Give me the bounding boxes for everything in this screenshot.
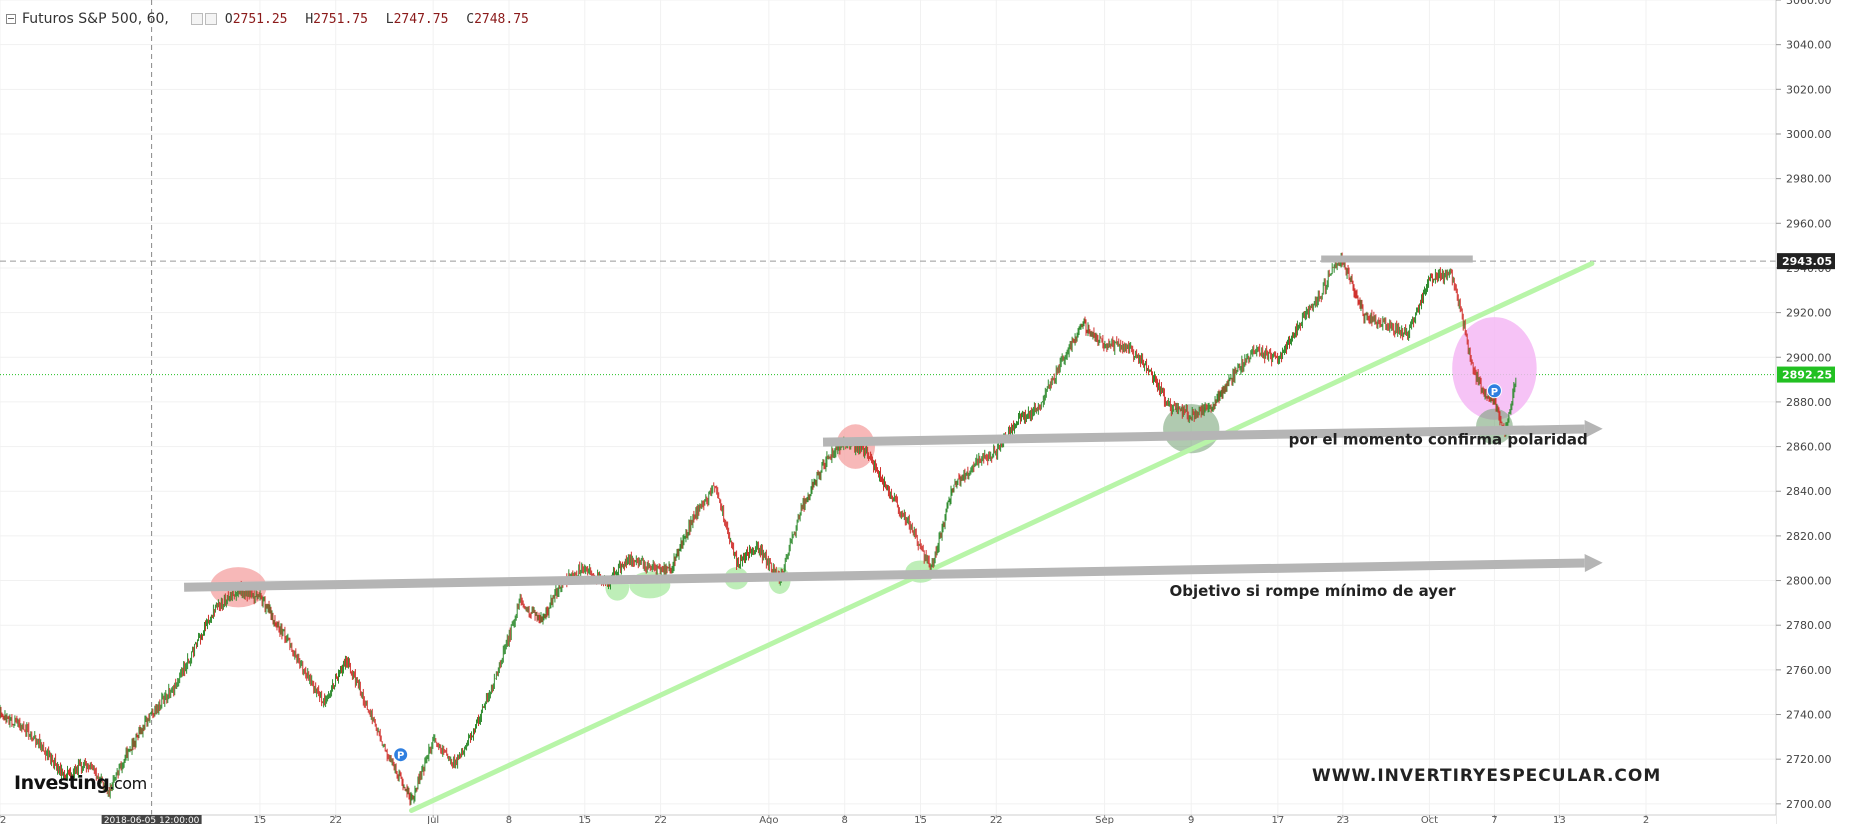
y-tick-label: 3060.00 [1786,0,1832,7]
website-watermark: WWW.INVERTIRYESPECULAR.COM [1312,766,1662,786]
chart-legend: Futuros S&P 500, 60, O2751.25 H2751.75 L… [6,8,539,30]
close-label: C [466,11,475,27]
investing-logo: Investing.com [14,772,147,794]
settings-icon[interactable] [204,13,217,25]
low-label: L [385,11,394,27]
y-tick-label: 2860.00 [1786,441,1832,454]
y-tick-label: 2900.00 [1786,351,1832,364]
high-level-label-box [1777,253,1835,270]
crosshair-time-label: 2018-06-05 12:00:00 [104,816,200,824]
open-value: 2751.25 [232,11,288,27]
symbol-title: Futuros S&P 500, 60, [22,11,169,27]
open-label: O [224,11,233,27]
polarity-note: por el momento confirma polaridad [1289,430,1588,448]
x-tick-label: 13 [1553,815,1566,824]
x-axis-background [0,815,1776,824]
p-marker-label: P [1491,387,1498,398]
p-marker-june: P [393,747,409,763]
p-marker-circle [1486,383,1502,399]
x-tick-label: 15 [578,815,591,824]
y-tick-label: 2960.00 [1786,217,1832,230]
crosshair-time-box [101,815,202,824]
candles [0,252,1517,806]
resistance-arrow-upper-shaft [822,424,1585,447]
visibility-toggle-icon[interactable] [190,13,203,25]
low-value: 2747.75 [393,11,449,27]
x-tick-label: 8 [841,815,847,824]
y-tick-label: 2740.00 [1786,709,1832,722]
y-tick-label: 2700.00 [1786,798,1832,811]
y-tick-label: 2980.00 [1786,173,1832,186]
support-arrow-lower-shaft [184,558,1585,592]
pink-circle [1452,317,1537,420]
y-tick-label: 3040.00 [1786,39,1832,52]
p-marker-circle [393,747,409,763]
ohlc-readout: O2751.25 H2751.75 L2747.75 C2748.75 [225,12,539,27]
x-tick-label: Oct [1421,815,1438,824]
x-tick-label: Ago [759,815,778,824]
y-tick-label: 2720.00 [1786,753,1832,766]
y-tick-label: 2780.00 [1786,619,1832,632]
x-tick-label: 22 [654,815,667,824]
current-price-label-box [1777,366,1835,383]
x-tick-label: 15 [914,815,927,824]
y-tick-label: 2760.00 [1786,664,1832,677]
p-marker-label: P [397,751,404,762]
x-tick-label: 22 [990,815,1003,824]
x-tick-label: 15 [254,815,267,824]
y-tick-label: 3020.00 [1786,83,1832,96]
y-tick-label: 2880.00 [1786,396,1832,409]
x-tick-label: 22 [0,815,6,824]
resistance-arrow-upper-head [1584,420,1603,438]
x-tick-label: 23 [1336,815,1349,824]
high-level-label: 2943.05 [1782,255,1832,268]
x-tick-label: Sep [1095,815,1114,824]
x-tick-label: Jul [426,815,439,824]
x-axis: 22 15 22 Jul 8 15 22 Ago 8 15 22 Sep 9 17 23 Oct 7 13 2 201… [0,814,1776,824]
collapse-legend-icon[interactable] [6,14,16,24]
y-tick-label: 2840.00 [1786,485,1832,498]
close-value: 2748.75 [474,11,529,27]
x-tick-label: 9 [1188,815,1194,824]
x-tick-label: 22 [329,815,342,824]
x-tick-label: 7 [1491,815,1497,824]
x-tick-label: 2 [1643,815,1649,824]
y-tick-label: 3000.00 [1786,128,1832,141]
x-tick-label: 17 [1271,815,1284,824]
y-tick-label: 2920.00 [1786,307,1832,320]
x-tick-label: 8 [506,815,512,824]
y-tick-label: 2820.00 [1786,530,1832,543]
p-marker-october: P [1486,383,1502,399]
uptrend-line [409,260,1595,814]
y-axis-background [1776,0,1850,824]
current-price-label: 2892.25 [1782,369,1832,382]
grid [0,0,1776,815]
y-axis: 2700.00 2720.00 2740.00 2760.00 2780.00 2800.… [1775,0,1850,824]
support-arrow-lower-head [1584,554,1603,572]
y-tick-label: 2800.00 [1786,575,1832,588]
target-note: Objetivo si rompe mínimo de ayer [1170,582,1457,600]
high-value: 2751.75 [313,11,368,27]
high-label: H [305,11,314,27]
